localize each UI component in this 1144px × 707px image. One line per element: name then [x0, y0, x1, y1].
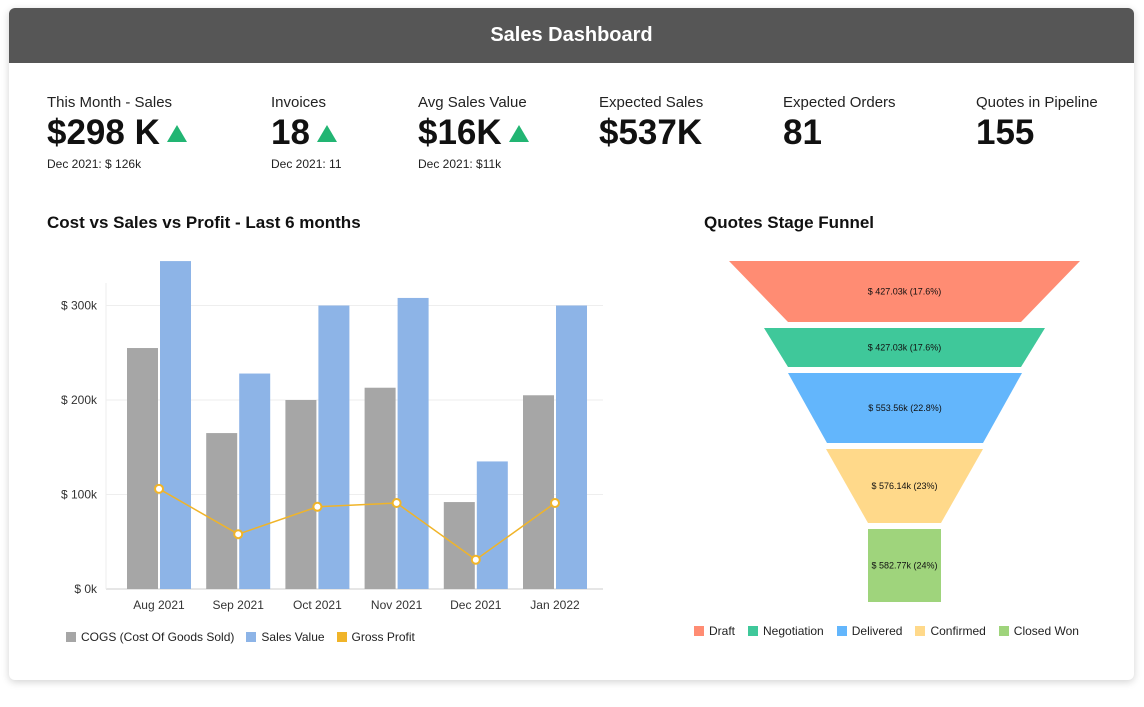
- funnel-chart-title: Quotes Stage Funnel: [704, 213, 875, 232]
- kpi-label: Invoices: [271, 94, 327, 111]
- kpi-this-month-sales: This Month - Sales $298 K Dec 2021: $ 12…: [47, 94, 187, 171]
- gross-profit-point: [470, 554, 481, 565]
- bar-cogs: [285, 400, 317, 589]
- x-tick-label: Nov 2021: [371, 598, 423, 612]
- dashboard-header: Sales Dashboard: [9, 8, 1134, 63]
- legend-item-closed-won[interactable]: Closed Won: [998, 624, 1079, 638]
- funnel-segment-confirmed: [826, 449, 983, 523]
- legend-label: Draft: [709, 624, 736, 638]
- legend-label: Confirmed: [930, 624, 986, 638]
- bar-sales-value: [160, 261, 191, 589]
- kpi-value: $537K: [599, 113, 703, 152]
- x-tick-label: Oct 2021: [293, 598, 342, 612]
- x-tick-label: Sep 2021: [213, 598, 265, 612]
- legend-label: Delivered: [851, 624, 903, 638]
- trend-up-icon: [508, 124, 529, 142]
- y-tick-label: $ 300k: [61, 299, 98, 313]
- dashboard-card: Sales Dashboard This Month - Sales $298 …: [9, 8, 1134, 680]
- funnel-data-label: $ 582.77k (24%): [871, 561, 937, 571]
- funnel-data-label: $ 427.03k (17.6%): [868, 343, 942, 353]
- legend-swatch: [336, 632, 347, 642]
- x-tick-label: Dec 2021: [450, 598, 502, 612]
- bar-cogs: [206, 433, 238, 589]
- gross-profit-point: [312, 501, 323, 512]
- legend-label: Negotiation: [763, 624, 824, 638]
- legend-label: Sales Value: [261, 630, 325, 644]
- legend-swatch: [246, 632, 257, 642]
- kpi-label: Avg Sales Value: [418, 94, 527, 111]
- gross-profit-point: [391, 498, 402, 509]
- bar-sales-value: [556, 305, 587, 589]
- legend-swatch: [998, 626, 1009, 636]
- legend-swatch: [694, 626, 704, 636]
- cost-sales-profit-chart: $ 0k $ 100k $ 200k $ 300k Aug 2021 Sep 2021 Oc…: [61, 261, 603, 612]
- bar-cogs: [364, 387, 396, 589]
- funnel-segment-negotiation: [764, 328, 1045, 367]
- funnel-segment-delivered: [788, 373, 1022, 443]
- legend-item-draft[interactable]: Draft: [694, 624, 735, 638]
- legend-label: Closed Won: [1013, 624, 1079, 638]
- kpi-label: Expected Sales: [599, 94, 704, 111]
- trend-up-icon: [166, 124, 187, 142]
- funnel-data-label: $ 427.03k (17.6%): [868, 287, 942, 297]
- legend-item-confirmed[interactable]: Confirmed: [915, 624, 986, 638]
- legend-item-gross-profit[interactable]: Gross Profit: [336, 630, 415, 644]
- quotes-stage-funnel: $ 427.03k (17.6%) $ 427.03k (17.6%) $ 553.…: [729, 261, 1080, 602]
- gross-profit-point: [550, 498, 560, 509]
- y-tick-label: $ 0k: [74, 582, 98, 596]
- kpi-comparison: Dec 2021: $ 126k: [47, 157, 142, 171]
- bar-chart-title: Cost vs Sales vs Profit - Last 6 months: [47, 213, 361, 232]
- bar-sales-value: [397, 297, 429, 589]
- kpi-value: 155: [976, 113, 1035, 152]
- bar-sales-value: [476, 461, 508, 589]
- gross-profit-point: [154, 483, 164, 494]
- funnel-segment-draft: [729, 261, 1080, 322]
- legend-item-delivered[interactable]: Delivered: [836, 624, 903, 638]
- kpi-expected-sales: Expected Sales $537K: [599, 94, 703, 153]
- legend-item-sales-value[interactable]: Sales Value: [246, 630, 325, 644]
- legend-swatch: [836, 626, 847, 636]
- legend-label: Gross Profit: [351, 630, 415, 644]
- kpi-invoices: Invoices 18 Dec 2021: 11: [271, 94, 342, 171]
- legend-swatch: [915, 626, 926, 636]
- y-tick-label: $ 100k: [61, 488, 98, 502]
- legend-item-negotiation[interactable]: Negotiation: [748, 624, 824, 638]
- funnel-data-label: $ 553.56k (22.8%): [868, 403, 942, 413]
- x-tick-label: Aug 2021: [133, 598, 185, 612]
- legend-swatch: [66, 632, 76, 642]
- bar-cogs: [127, 348, 158, 589]
- legend-item-cogs[interactable]: COGS (Cost Of Goods Sold): [66, 630, 234, 644]
- legend-label: COGS (Cost Of Goods Sold): [81, 630, 235, 644]
- legend-swatch: [748, 626, 759, 636]
- dashboard-title: Sales Dashboard: [490, 24, 653, 46]
- bar-sales-value: [318, 305, 350, 589]
- kpi-comparison: Dec 2021: 11: [271, 157, 342, 171]
- kpi-value: 81: [783, 113, 822, 152]
- bar-cogs: [443, 502, 475, 589]
- y-tick-label: $ 200k: [61, 393, 98, 407]
- kpi-comparison: Dec 2021: $11k: [418, 157, 502, 171]
- funnel-legend: Draft Negotiation Delivered Confirmed Cl…: [694, 624, 1079, 638]
- gross-profit-point: [233, 529, 244, 540]
- kpi-value: $298 K: [47, 113, 160, 152]
- trend-up-icon: [316, 124, 337, 142]
- funnel-segment-closed-won: [868, 529, 941, 602]
- kpi-label: Quotes in Pipeline: [976, 94, 1098, 111]
- kpi-value: $16K: [418, 113, 502, 152]
- kpi-value: 18: [271, 113, 310, 152]
- x-tick-label: Jan 2022: [530, 598, 580, 612]
- kpi-quotes-in-pipeline: Quotes in Pipeline 155: [976, 94, 1098, 153]
- funnel-data-label: $ 576.14k (23%): [871, 481, 937, 491]
- kpi-expected-orders: Expected Orders 81: [783, 94, 896, 153]
- kpi-label: This Month - Sales: [47, 94, 173, 111]
- gross-profit-line: [158, 488, 556, 561]
- bar-sales-value: [239, 373, 271, 589]
- bar-chart-legend: COGS (Cost Of Goods Sold) Sales Value Gr…: [66, 630, 415, 644]
- kpi-label: Expected Orders: [783, 94, 896, 111]
- kpi-avg-sales-value: Avg Sales Value $16K Dec 2021: $11k: [418, 94, 529, 171]
- bar-cogs: [523, 395, 554, 589]
